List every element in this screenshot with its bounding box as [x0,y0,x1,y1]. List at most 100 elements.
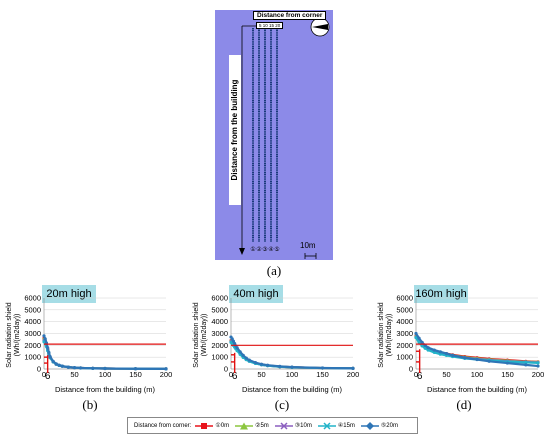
y-tick-label: 6000 [396,294,413,303]
series-point-4 [417,340,421,344]
series-point-5 [244,356,248,360]
series-point-5 [164,367,168,371]
series-point-5 [420,340,424,344]
scale-label: 10m [300,241,316,250]
y-tick-label: 0 [224,365,228,374]
x-tick-label: 50 [442,370,450,379]
series-point-5 [414,331,418,336]
series-point-5 [241,353,245,357]
series-point-5 [475,357,479,362]
x-tick-label: 0 [229,370,233,379]
chart-panel-c: 40m high Solar radiation shield (Wh/(m2da… [187,285,365,413]
caption-c: (c) [274,397,290,412]
x-tick-label: 100 [471,370,484,379]
series-line-5 [230,336,354,370]
series-line-5 [42,335,167,370]
x-tick-label: 200 [347,370,360,379]
series-point-5 [320,366,325,370]
distance-arrow-head [239,248,245,255]
series-point-5 [259,362,264,366]
series-point-5 [48,354,52,359]
legend-marker [365,421,374,430]
series-point-4 [414,336,418,340]
y-tick-label: 4000 [24,317,41,326]
series-point-5 [505,361,510,365]
caption-d: (d) [456,397,472,412]
legend-item: ③10m [274,421,312,430]
y-tick-label: 5000 [24,305,41,314]
x-tick-label: 50 [257,370,265,379]
series-point-4 [426,348,430,352]
legend-swatch [235,422,254,429]
x-tick-label: 6 [232,371,238,382]
legend-swatch [195,422,214,429]
series-point-5 [432,348,436,352]
series-point-5 [444,352,449,356]
y-tick-label: 4000 [211,317,228,326]
line-marker-1: ① [250,246,255,253]
compass-arrow-icon [312,24,328,30]
series-point-5 [351,366,355,371]
series-point-5 [417,336,421,340]
series-point-5 [230,337,234,341]
series-point-4 [420,344,424,348]
series-point-5 [463,356,467,360]
legend-label: ③10m [294,423,312,429]
y-tick-label: 4000 [396,317,413,326]
panel-title: 20m high [42,285,96,303]
series-point-5 [426,346,430,350]
legend-item: ④15m [317,421,355,430]
caption-b: (b) [82,397,98,412]
series-line-1 [43,337,167,370]
series-point-5 [57,363,61,367]
x-axis-label: Distance from the building (m) [426,385,528,394]
y-tick-label: 5000 [211,305,228,314]
x-tick-label: 200 [532,370,545,379]
x-tick-label: 200 [160,370,173,379]
x-tick-label: 6 [45,371,51,382]
caption-a: (a) [266,263,282,278]
legend-swatch [360,421,379,430]
x-tick-label: 150 [501,370,514,379]
series-point-5 [238,350,242,354]
series-point-5 [524,363,528,367]
series-point-5 [487,359,491,363]
y-tick-label: 1000 [24,353,41,362]
series-point-5 [91,366,95,370]
x-axis-label: Distance from the building (m) [54,385,156,394]
legend-item: ⑤20m [360,421,398,430]
y-tick-label: 3000 [211,329,228,338]
series-point-4 [432,350,436,355]
legend-title: Distance from corner: [134,422,192,429]
line-marker-4: ④ [268,246,273,253]
series-point-5 [536,364,540,368]
y-tick-label: 3000 [396,329,413,338]
legend-label: ④15m [337,423,355,429]
series-point-5 [233,341,237,346]
legend-marker [323,421,331,430]
x-tick-label: 100 [99,370,112,379]
series-point-5 [42,334,46,338]
line-marker-2: ② [256,246,262,253]
line-marker-5: ⑤ [274,246,279,253]
series-point-5 [43,337,47,341]
series-point-5 [231,339,236,343]
legend-item: ②5m [235,422,269,430]
y-tick-label: 3000 [24,329,41,338]
y-tick-label: 5000 [396,305,413,314]
y-tick-label: 0 [37,365,41,374]
y-tick-label: 1000 [211,353,228,362]
series-point-5 [47,350,51,355]
legend-swatch [317,421,336,430]
legend-marker [240,422,249,429]
corner-label: Distance from corner [253,11,327,20]
series-point-5 [438,350,442,354]
vertical-axis-label: Distance from the building [229,55,241,205]
legend-label: ①0m [215,423,230,429]
series-point-4 [438,352,442,356]
series-point-5 [51,359,55,363]
series-point-5 [79,366,83,370]
series-point-5 [66,365,70,369]
